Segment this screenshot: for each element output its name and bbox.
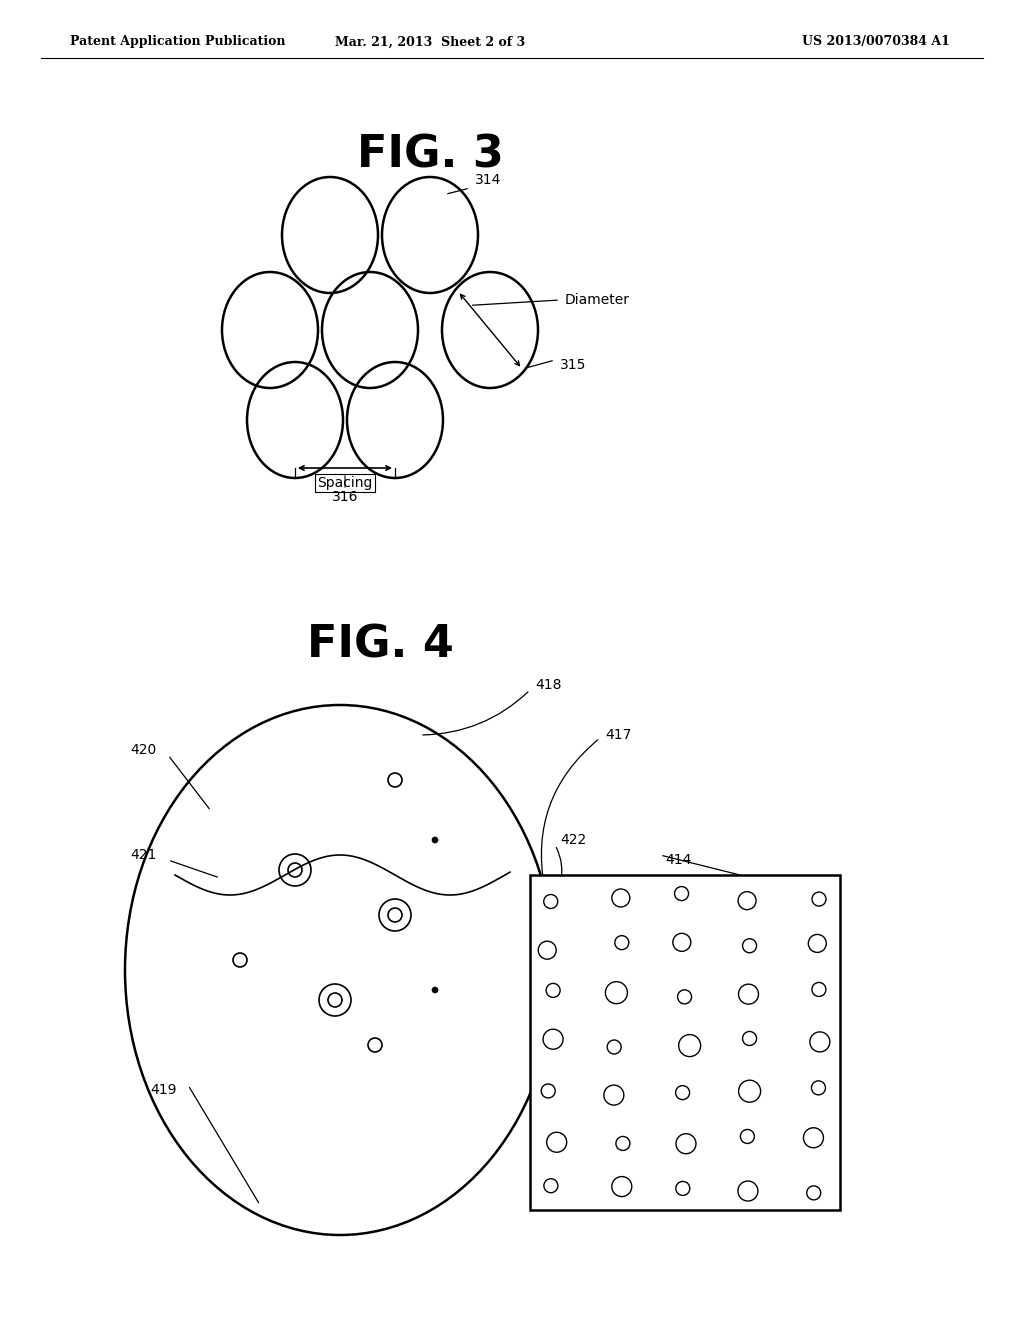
Text: Diameter: Diameter — [565, 293, 630, 308]
Text: 316: 316 — [332, 490, 358, 504]
Text: Patent Application Publication: Patent Application Publication — [70, 36, 286, 49]
Text: 422: 422 — [560, 833, 587, 847]
Text: US 2013/0070384 A1: US 2013/0070384 A1 — [802, 36, 950, 49]
Circle shape — [432, 837, 438, 843]
Text: 419: 419 — [150, 1082, 176, 1097]
Text: 314: 314 — [475, 173, 502, 187]
Circle shape — [432, 987, 438, 993]
Text: 421: 421 — [130, 847, 157, 862]
Text: 420: 420 — [130, 743, 157, 756]
Text: 414: 414 — [665, 853, 691, 867]
Text: FIG. 4: FIG. 4 — [306, 623, 454, 667]
Text: 417: 417 — [605, 729, 632, 742]
Text: Spacing: Spacing — [317, 477, 373, 490]
Bar — [530, 875, 840, 1210]
Text: 315: 315 — [560, 358, 587, 372]
Text: Mar. 21, 2013  Sheet 2 of 3: Mar. 21, 2013 Sheet 2 of 3 — [335, 36, 525, 49]
Text: 418: 418 — [535, 678, 561, 692]
Text: FIG. 3: FIG. 3 — [356, 133, 504, 177]
